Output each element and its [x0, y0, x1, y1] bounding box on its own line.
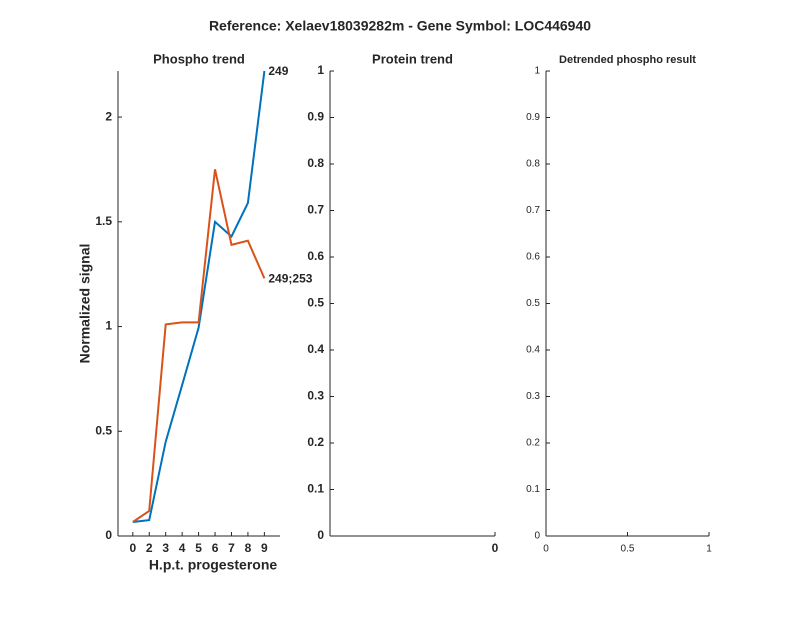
y-tick-label: 0.3	[307, 389, 324, 403]
x-tick-label: 7	[228, 541, 235, 555]
series-line	[132, 70, 266, 523]
y-tick-label: 0.1	[307, 482, 324, 496]
y-tick-label: 0.4	[307, 342, 324, 356]
series-end-label: 249	[268, 64, 288, 78]
x-tick-label: 6	[212, 541, 219, 555]
series-end-label: 249;253	[268, 272, 312, 286]
subplot: Detrended phospho result 0 0.1 0.2 0.3 0.4 0.5…	[526, 54, 712, 555]
y-tick-label: 1.5	[95, 214, 112, 228]
x-tick-label: 4	[179, 541, 186, 555]
y-axis-label: Normalized signal	[77, 244, 93, 364]
x-tick-label: 8	[245, 541, 252, 555]
y-tick-label: 0.1	[526, 484, 540, 495]
y-tick-label: 0.7	[526, 205, 540, 216]
y-tick-label: 0.8	[307, 156, 324, 170]
subplot-title: Detrended phospho result	[559, 54, 696, 66]
y-tick-label: 0.5	[526, 298, 540, 309]
y-tick-label: 1	[317, 63, 324, 77]
x-tick-label: 2	[146, 541, 153, 555]
x-tick-label: 5	[195, 541, 202, 555]
x-tick-label: 0	[492, 541, 499, 555]
y-tick-label: 0.9	[307, 110, 324, 124]
series-line	[132, 169, 266, 523]
subplot: Protein trend 0 0.1 0.2 0.3 0.4 0.5 0.6 0.7 0.8 0.…	[307, 51, 498, 555]
y-tick-label: 0.5	[95, 423, 112, 437]
x-axis-label: H.p.t. progesterone	[149, 557, 278, 573]
x-tick-label: 0.5	[621, 544, 635, 555]
y-tick-label: 0	[534, 531, 540, 542]
y-tick-label: 0.2	[526, 438, 540, 449]
subplot-title: Phospho trend	[153, 51, 245, 66]
x-tick-label: 0	[543, 544, 549, 555]
y-tick-label: 1	[534, 66, 540, 77]
y-tick-label: 0	[105, 528, 112, 542]
y-tick-label: 1	[105, 319, 112, 333]
y-tick-label: 0.7	[307, 203, 324, 217]
y-tick-label: 0.6	[307, 249, 324, 263]
x-tick-label: 3	[162, 541, 169, 555]
x-tick-label: 9	[261, 541, 268, 555]
y-tick-label: 0.8	[526, 159, 540, 170]
y-tick-label: 0.2	[307, 435, 324, 449]
y-tick-label: 0.6	[526, 252, 540, 263]
y-tick-label: 0	[317, 528, 324, 542]
figure-title: Reference: Xelaev18039282m - Gene Symbol…	[209, 18, 591, 34]
y-tick-label: 0.5	[307, 296, 324, 310]
subplot-title: Protein trend	[372, 51, 453, 66]
y-tick-label: 0.3	[526, 391, 540, 402]
y-tick-label: 0.4	[526, 345, 540, 356]
x-tick-label: 0	[129, 541, 136, 555]
y-tick-label: 0.9	[526, 112, 540, 123]
y-tick-label: 2	[105, 109, 112, 123]
x-tick-label: 1	[706, 544, 712, 555]
